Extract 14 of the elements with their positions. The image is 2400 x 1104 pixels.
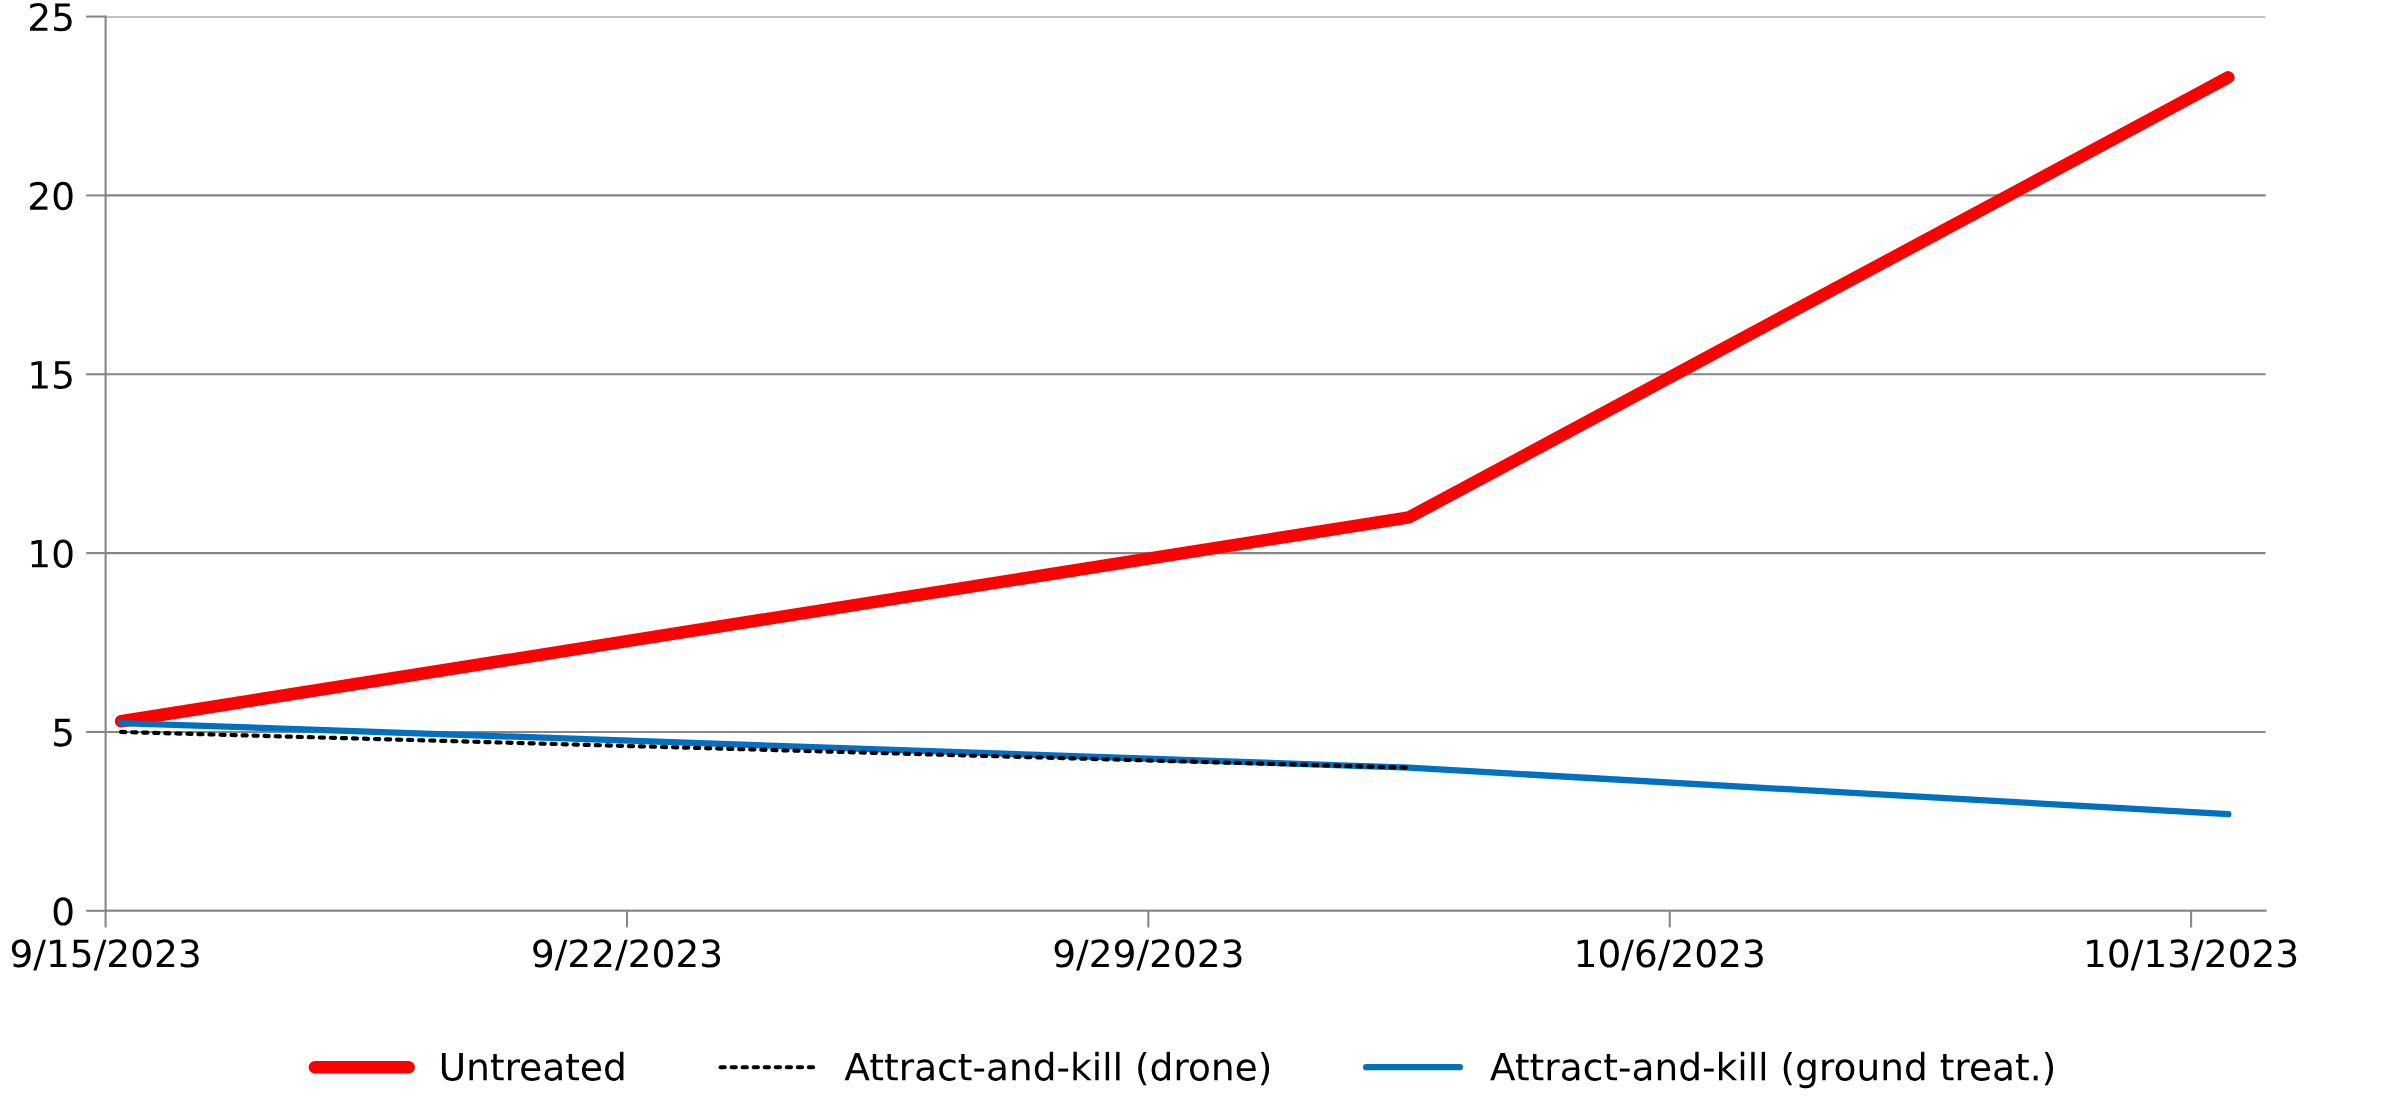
x-tick-label: 9/15/2023: [11, 939, 199, 971]
x-tick-label: 9/29/2023: [1054, 939, 1242, 971]
legend-label: Attract-and-kill (ground treat.): [1490, 1051, 2054, 1089]
x-tick-label: 10/13/2023: [2087, 939, 2297, 971]
legend-label: Attract-and-kill (drone): [844, 1051, 1270, 1086]
y-tick-label: 10: [31, 539, 73, 568]
x-tick-label: 9/22/2023: [533, 939, 721, 971]
y-tick-label: 25: [30, 2, 72, 32]
x-tick-label: 10/6/2023: [1577, 939, 1763, 971]
y-tick-label: 15: [31, 361, 72, 390]
y-tick-label: 5: [54, 718, 72, 747]
y-tick-label: 0: [53, 897, 73, 926]
y-tick-label: 20: [30, 181, 73, 211]
legend-label: Untreated: [441, 1051, 624, 1081]
